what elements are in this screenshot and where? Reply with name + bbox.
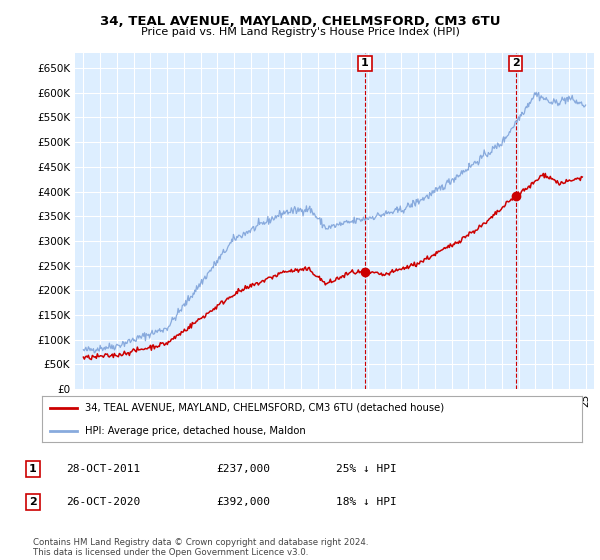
Text: 25% ↓ HPI: 25% ↓ HPI [336,464,397,474]
Text: Price paid vs. HM Land Registry's House Price Index (HPI): Price paid vs. HM Land Registry's House … [140,27,460,37]
Text: 18% ↓ HPI: 18% ↓ HPI [336,497,397,507]
Text: 2: 2 [29,497,37,507]
Text: Contains HM Land Registry data © Crown copyright and database right 2024.
This d: Contains HM Land Registry data © Crown c… [33,538,368,557]
Text: £237,000: £237,000 [216,464,270,474]
Text: 34, TEAL AVENUE, MAYLAND, CHELMSFORD, CM3 6TU: 34, TEAL AVENUE, MAYLAND, CHELMSFORD, CM… [100,15,500,28]
Text: 1: 1 [361,58,369,68]
Text: 28-OCT-2011: 28-OCT-2011 [66,464,140,474]
Text: 1: 1 [29,464,37,474]
Text: £392,000: £392,000 [216,497,270,507]
Text: 34, TEAL AVENUE, MAYLAND, CHELMSFORD, CM3 6TU (detached house): 34, TEAL AVENUE, MAYLAND, CHELMSFORD, CM… [85,403,445,413]
Text: 2: 2 [512,58,520,68]
Text: 26-OCT-2020: 26-OCT-2020 [66,497,140,507]
Text: HPI: Average price, detached house, Maldon: HPI: Average price, detached house, Mald… [85,426,306,436]
